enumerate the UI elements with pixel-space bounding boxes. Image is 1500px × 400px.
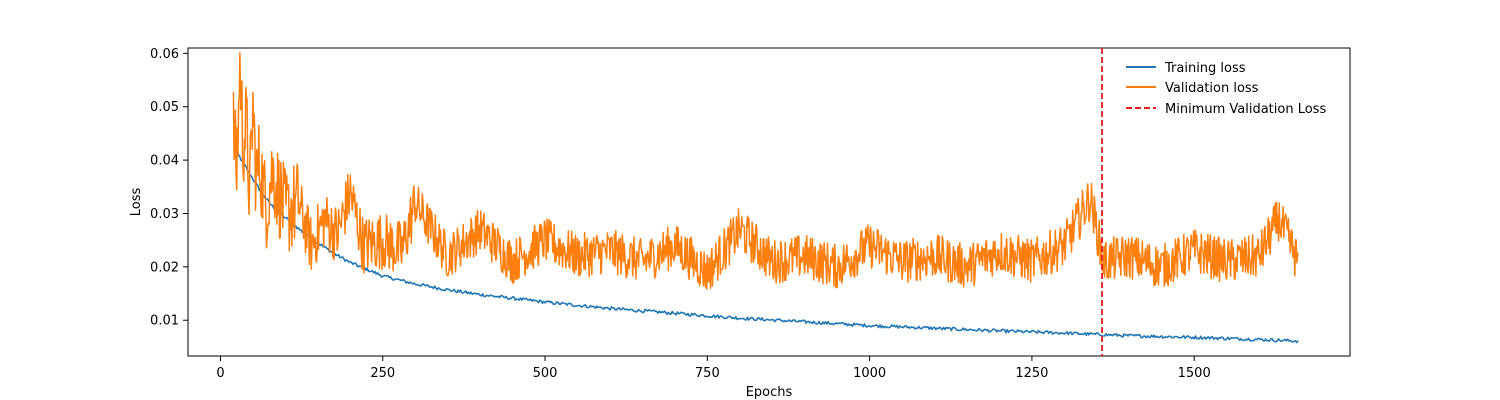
x-tick-label: 1250 xyxy=(1015,366,1048,381)
x-tick-label: 500 xyxy=(533,366,558,381)
y-axis-ticks: 0.01 0.02 0.03 0.04 0.05 0.06 xyxy=(150,47,188,329)
validation-loss-line xyxy=(232,51,1299,290)
y-tick-label: 0.04 xyxy=(150,154,179,169)
y-tick-label: 0.05 xyxy=(150,100,179,115)
y-tick-label: 0.01 xyxy=(150,314,179,329)
x-tick-label: 1000 xyxy=(853,366,886,381)
legend: Training loss Validation loss Minimum Va… xyxy=(1126,61,1326,117)
x-tick-label: 750 xyxy=(695,366,720,381)
x-axis-ticks: 0 250 500 750 1000 1250 1500 xyxy=(216,356,1211,381)
plot-frame xyxy=(187,47,1351,357)
x-axis-label: Epochs xyxy=(746,385,793,400)
legend-label-training: Training loss xyxy=(1164,61,1246,76)
y-axis-label: Loss xyxy=(129,188,144,217)
series-layer xyxy=(232,51,1299,344)
x-tick-label: 0 xyxy=(216,366,224,381)
x-tick-label: 1500 xyxy=(1178,366,1211,381)
y-tick-label: 0.03 xyxy=(150,207,179,222)
x-tick-label: 250 xyxy=(370,366,395,381)
legend-label-validation: Validation loss xyxy=(1165,81,1259,96)
y-tick-label: 0.06 xyxy=(150,47,179,62)
y-tick-label: 0.02 xyxy=(150,260,179,275)
legend-label-min-val: Minimum Validation Loss xyxy=(1165,102,1326,117)
training-loss-line xyxy=(232,145,1299,344)
